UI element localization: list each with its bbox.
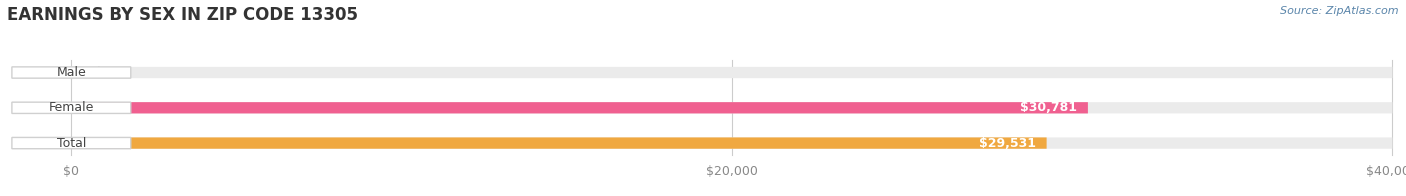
Text: Total: Total bbox=[56, 137, 86, 150]
Text: Source: ZipAtlas.com: Source: ZipAtlas.com bbox=[1281, 6, 1399, 16]
FancyBboxPatch shape bbox=[72, 102, 1392, 113]
Text: EARNINGS BY SEX IN ZIP CODE 13305: EARNINGS BY SEX IN ZIP CODE 13305 bbox=[7, 6, 359, 24]
Text: Male: Male bbox=[56, 66, 86, 79]
FancyBboxPatch shape bbox=[72, 102, 1088, 113]
Text: $0: $0 bbox=[96, 66, 111, 79]
FancyBboxPatch shape bbox=[72, 137, 1046, 149]
Text: Female: Female bbox=[49, 101, 94, 114]
Text: $30,781: $30,781 bbox=[1021, 101, 1077, 114]
FancyBboxPatch shape bbox=[11, 67, 131, 78]
FancyBboxPatch shape bbox=[11, 102, 131, 113]
Text: $29,531: $29,531 bbox=[979, 137, 1036, 150]
FancyBboxPatch shape bbox=[72, 137, 1392, 149]
FancyBboxPatch shape bbox=[11, 137, 131, 149]
FancyBboxPatch shape bbox=[72, 67, 1392, 78]
